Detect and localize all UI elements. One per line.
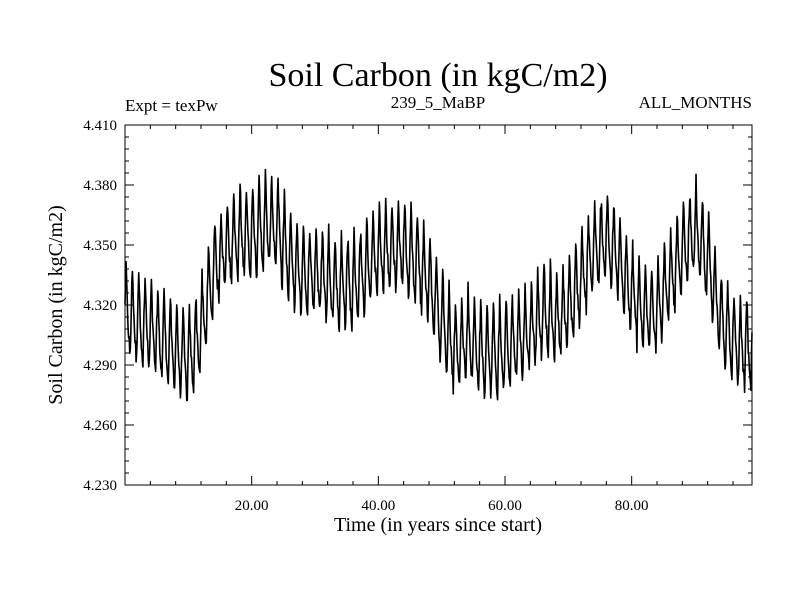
plot-area: 4.230 4.260 4.290 4.320 4.350 4.380 4.410 20.00… xyxy=(83,118,753,514)
x-tick-label: 40.00 xyxy=(361,498,395,514)
y-tick-label: 4.230 xyxy=(83,478,117,494)
y-tick-label: 4.350 xyxy=(83,238,117,254)
x-tick-label: 80.00 xyxy=(615,498,649,514)
chart-title: Soil Carbon (in kgC/m2) xyxy=(268,57,607,94)
y-tick-label: 4.290 xyxy=(83,358,117,374)
chart-subtitle-center: 239_5_MaBP xyxy=(391,93,485,112)
y-tick-label: 4.320 xyxy=(83,298,117,314)
y-axis-label: Soil Carbon (in kgC/m2) xyxy=(45,205,67,404)
chart-subtitle-left: Expt = texPw xyxy=(125,96,218,115)
y-tick-label: 4.380 xyxy=(83,178,117,194)
x-axis-label: Time (in years since start) xyxy=(334,514,542,536)
x-tick-label: 60.00 xyxy=(488,498,522,514)
y-tick-label: 4.410 xyxy=(83,118,117,134)
chart-subtitle-right: ALL_MONTHS xyxy=(639,93,752,112)
x-tick-label: 20.00 xyxy=(235,498,269,514)
series-line-soil-carbon xyxy=(124,168,753,402)
y-tick-label: 4.260 xyxy=(83,418,117,434)
